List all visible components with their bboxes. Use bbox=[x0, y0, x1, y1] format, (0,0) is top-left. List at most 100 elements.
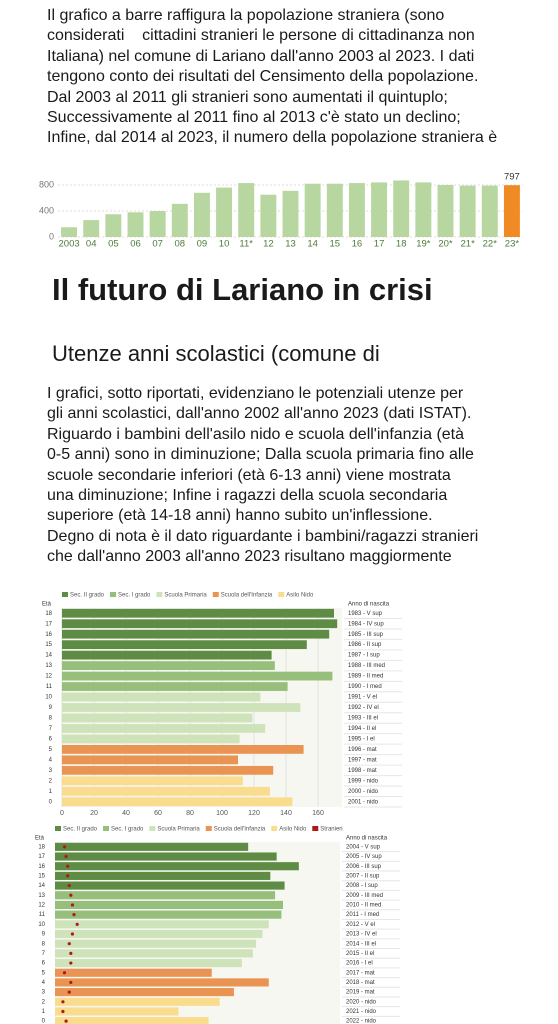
x-tick-label: 22* bbox=[483, 239, 498, 250]
x-tick-label: 140 bbox=[280, 810, 292, 817]
legend-label: Scuola dell'Infanzia bbox=[221, 593, 273, 599]
birth-year-label: 1991 - V el bbox=[348, 695, 377, 701]
y-tick-label: 15 bbox=[38, 873, 45, 879]
x-tick-label: 16 bbox=[352, 239, 363, 250]
y-tick-label: 5 bbox=[42, 970, 46, 976]
legend-label: Sec. II grado bbox=[70, 593, 105, 599]
y-tick-label: 3 bbox=[49, 768, 53, 774]
y-tick-label: 0 bbox=[49, 799, 53, 805]
bar bbox=[238, 183, 255, 237]
bar bbox=[62, 640, 307, 650]
bar bbox=[127, 212, 144, 237]
dot bbox=[70, 903, 75, 907]
bar bbox=[193, 192, 210, 237]
bar bbox=[55, 881, 285, 890]
bar bbox=[481, 185, 498, 237]
text-line: Degno di nota è il dato riguardante i ba… bbox=[47, 527, 479, 545]
bar bbox=[62, 703, 301, 712]
x-tick-label: 05 bbox=[108, 239, 119, 250]
text-line: I grafici, sotto riportati, evidenziano … bbox=[47, 385, 464, 402]
bar bbox=[348, 183, 365, 237]
dot bbox=[62, 845, 67, 849]
y-tick-label: 3 bbox=[42, 990, 46, 996]
axis-label: Età bbox=[35, 836, 45, 842]
y-tick-label: 6 bbox=[49, 736, 53, 742]
bar bbox=[55, 900, 283, 910]
dot bbox=[67, 990, 71, 994]
bar bbox=[55, 920, 269, 929]
y-tick-label: 8 bbox=[42, 941, 46, 947]
birth-year-label: 2019 - mat bbox=[346, 990, 375, 996]
bar bbox=[55, 949, 253, 958]
birth-year-label: 2022 - nido bbox=[346, 1019, 377, 1024]
y-tick-label: 5 bbox=[49, 747, 53, 753]
bar bbox=[61, 227, 78, 237]
birth-year-label: 2015 - II el bbox=[346, 951, 374, 957]
bar bbox=[55, 1017, 209, 1024]
bar bbox=[55, 891, 276, 900]
bar bbox=[437, 185, 454, 237]
bar bbox=[62, 619, 338, 629]
legend-swatch bbox=[110, 592, 117, 597]
legend-swatch bbox=[149, 826, 156, 831]
birth-year-label: 2008 - I sup bbox=[346, 883, 378, 889]
birth-year-label: 2021 - nido bbox=[346, 1009, 377, 1015]
bar bbox=[55, 852, 277, 861]
birth-year-label: 2001 - nido bbox=[348, 799, 379, 805]
x-tick-label: 23* bbox=[505, 239, 520, 250]
birth-year-label: 2012 - V el bbox=[346, 922, 375, 928]
legend-swatch bbox=[278, 592, 285, 597]
dot bbox=[69, 951, 73, 955]
heading: Il futuro di Lariano in crisi bbox=[52, 272, 433, 307]
y-tick-label: 16 bbox=[38, 864, 45, 870]
x-tick-label: 17 bbox=[374, 239, 385, 250]
birth-year-label: 1995 - I el bbox=[348, 736, 375, 742]
bar bbox=[55, 862, 299, 871]
x-tick-label: 13 bbox=[285, 239, 296, 250]
dot bbox=[75, 922, 79, 926]
dot bbox=[69, 893, 73, 897]
y-tick-label: 15 bbox=[45, 642, 52, 648]
bar bbox=[393, 180, 410, 237]
birth-year-label: 2005 - IV sup bbox=[346, 854, 382, 860]
birth-year-label: 1984 - IV sup bbox=[348, 621, 384, 627]
x-tick-label: 04 bbox=[86, 239, 97, 250]
y-tick-label: 9 bbox=[42, 932, 46, 938]
y-tick-label: 12 bbox=[38, 903, 45, 909]
bar bbox=[55, 988, 234, 997]
y-tick-label: 800 bbox=[39, 179, 54, 189]
birth-year-label: 2004 - V sup bbox=[346, 844, 381, 850]
x-tick-label: 10 bbox=[219, 239, 230, 250]
bar bbox=[62, 629, 330, 639]
legend-swatch bbox=[62, 592, 68, 597]
y-tick-label: 13 bbox=[45, 663, 52, 669]
legend-swatch bbox=[156, 592, 163, 597]
legend-label: Asilo Nido bbox=[279, 827, 307, 833]
text-line: 0-5 anni) sono in diminuzione; Dalla scu… bbox=[47, 446, 474, 464]
legend-label: Sec. II grado bbox=[63, 827, 98, 833]
bar bbox=[62, 765, 274, 775]
dot bbox=[67, 883, 71, 888]
bar bbox=[326, 183, 343, 237]
bar bbox=[55, 968, 212, 977]
text-line: che dall'anno 2003 all'anno 2023 risulta… bbox=[47, 548, 452, 566]
y-tick-label: 0 bbox=[49, 231, 54, 241]
bar bbox=[216, 187, 233, 237]
birth-year-label: 2016 - I el bbox=[346, 961, 373, 967]
text-line: tengono conto dei risultati del Censimen… bbox=[47, 68, 479, 86]
bar bbox=[459, 185, 476, 237]
x-tick-label: 21* bbox=[461, 239, 476, 250]
x-tick-label: 06 bbox=[130, 239, 141, 250]
body-paragraph: I grafici, sotto riportati, evidenziano … bbox=[47, 384, 547, 568]
bar bbox=[62, 755, 238, 765]
birth-year-label: 1983 - V sup bbox=[348, 611, 383, 617]
bar bbox=[171, 203, 188, 237]
birth-year-label: 2020 - nido bbox=[346, 999, 377, 1005]
legend-label: Scuola Primaria bbox=[157, 827, 200, 833]
y-tick-label: 16 bbox=[45, 632, 52, 638]
legend-label: Asilo Nido bbox=[286, 593, 314, 599]
text-line: Infine, dal 2014 al 2023, il numero dell… bbox=[47, 129, 498, 147]
y-tick-label: 2 bbox=[42, 999, 46, 1005]
bar bbox=[62, 682, 288, 691]
